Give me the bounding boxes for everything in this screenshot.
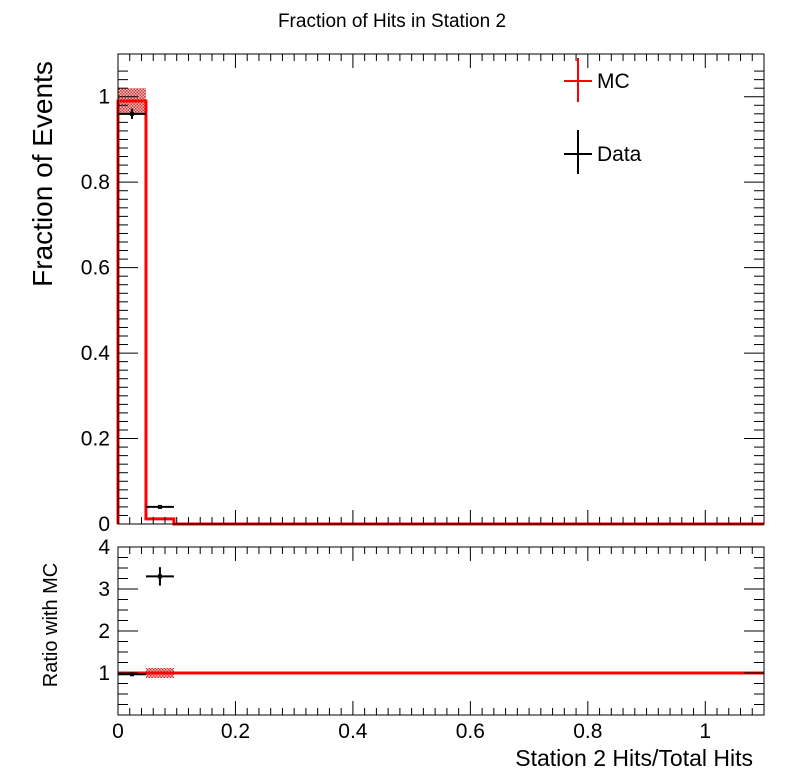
x-axis-title: Station 2 Hits/Total Hits	[515, 745, 753, 771]
ratio-y-tick-labels: 1 2 3 4	[98, 536, 110, 685]
y-tick-label: 0.2	[81, 428, 110, 451]
x-tick-label: 0	[112, 720, 124, 743]
mc-histogram	[116, 99, 764, 526]
ratio-data-points	[118, 567, 174, 677]
y-tick-label: 0.8	[81, 171, 110, 194]
data-point-marker-0	[129, 111, 134, 116]
x-tick-label: 0.2	[221, 720, 250, 743]
y-tick-label: 0.6	[81, 257, 110, 280]
ratio-y-tick-label: 2	[98, 620, 110, 643]
y-tick-label: 0	[98, 513, 110, 536]
data-point-1	[145, 504, 174, 509]
ratio-point-0	[118, 672, 146, 677]
y-tick-label: 0.4	[81, 342, 111, 365]
ratio-panel: 1 2 3 4 0 0.2 0.4 0.6 0.8 1 Ratio with MC Statio…	[40, 536, 765, 771]
legend-label-mc: MC	[597, 70, 630, 93]
legend-entry-mc: MC	[564, 58, 630, 102]
main-panel: 0 0.2 0.4 0.6 0.8 1 Fraction of Events	[27, 53, 765, 536]
ratio-point-marker-1	[157, 574, 162, 579]
ratio-y-axis-title: Ratio with MC	[40, 563, 62, 687]
main-panel-ticks	[117, 54, 765, 525]
ratio-y-tick-label: 4	[98, 536, 110, 559]
ratio-panel-ticks	[117, 546, 765, 715]
legend-entry-data: Data	[564, 130, 642, 174]
y-tick-labels: 0 0.2 0.4 0.6 0.8 1	[81, 86, 111, 536]
legend-label-data: Data	[597, 143, 642, 166]
x-tick-label: 1	[699, 720, 711, 743]
y-axis-title: Fraction of Events	[27, 61, 58, 287]
x-tick-label: 0.8	[573, 720, 602, 743]
legend: MC Data	[564, 58, 642, 174]
x-tick-label: 0.6	[456, 720, 485, 743]
ratio-y-tick-label: 3	[98, 578, 110, 601]
data-point-marker-1	[157, 504, 162, 509]
mc-step-line	[116, 99, 764, 526]
x-tick-labels: 0 0.2 0.4 0.6 0.8 1	[112, 720, 711, 743]
x-tick-label: 0.4	[338, 720, 368, 743]
y-tick-label: 1	[98, 86, 110, 109]
chart-title: Fraction of Hits in Station 2	[278, 11, 506, 32]
ratio-point-marker-0	[129, 672, 134, 677]
ratio-y-tick-label: 1	[98, 662, 110, 685]
main-panel-frame	[117, 53, 765, 525]
ratio-panel-frame	[117, 546, 765, 716]
ratio-point-1	[145, 567, 174, 586]
